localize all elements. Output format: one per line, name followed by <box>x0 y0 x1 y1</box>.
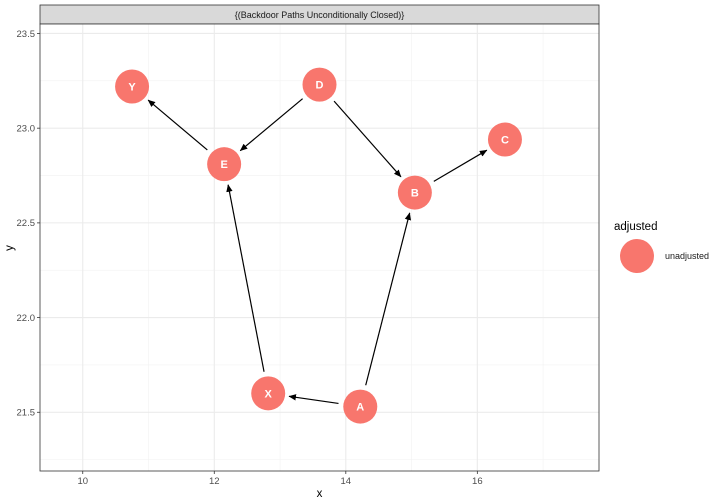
y-axis-title: y <box>4 245 16 251</box>
edge-a-b <box>365 212 412 386</box>
x-tick-label: 12 <box>209 476 220 487</box>
plot-panel-border <box>39 23 600 472</box>
x-tick-label: 10 <box>77 476 88 487</box>
node-y <box>115 69 150 104</box>
node-label-b: B <box>411 188 419 200</box>
edge-d-e <box>239 98 303 152</box>
edge-d-b <box>333 100 402 178</box>
node-x <box>251 376 286 411</box>
legend: adjusted unadjusted <box>614 221 709 273</box>
node-c <box>487 122 522 157</box>
x-axis-title: x <box>317 488 323 500</box>
legend-title: adjusted <box>614 221 657 233</box>
node-a <box>343 389 378 424</box>
edge-a-x <box>288 394 339 405</box>
node-label-x: X <box>265 388 273 400</box>
y-tick-label: 21.5 <box>17 408 36 419</box>
node-label-c: C <box>501 135 509 147</box>
node-label-y: Y <box>128 82 136 94</box>
facet-strip-label: {(Backdoor Paths Unconditionally Closed)… <box>235 10 405 20</box>
node-label-d: D <box>316 80 324 92</box>
x-tick-label: 14 <box>341 476 352 487</box>
edge-x-e <box>226 184 265 372</box>
x-axis: 10 12 14 16 <box>77 471 483 487</box>
legend-label-unadjusted: unadjusted <box>665 251 709 261</box>
x-tick-label: 16 <box>472 476 483 487</box>
node-e <box>207 147 242 182</box>
node-b <box>397 175 432 210</box>
edge-b-c <box>433 149 488 182</box>
y-tick-label: 22.5 <box>17 218 36 229</box>
grid-minor <box>40 24 599 471</box>
nodes: Y D E B C X A <box>115 67 522 424</box>
node-d <box>302 67 337 102</box>
legend-key-unadjusted <box>620 239 654 273</box>
y-tick-label: 23.5 <box>17 29 36 40</box>
node-label-a: A <box>356 402 364 414</box>
y-tick-label: 23.0 <box>17 123 36 134</box>
edge-e-y <box>147 99 208 151</box>
edges <box>147 98 488 405</box>
y-axis: 21.5 22.0 22.5 23.0 23.5 <box>17 29 40 419</box>
y-tick-label: 22.0 <box>17 313 36 324</box>
node-label-e: E <box>220 159 227 171</box>
